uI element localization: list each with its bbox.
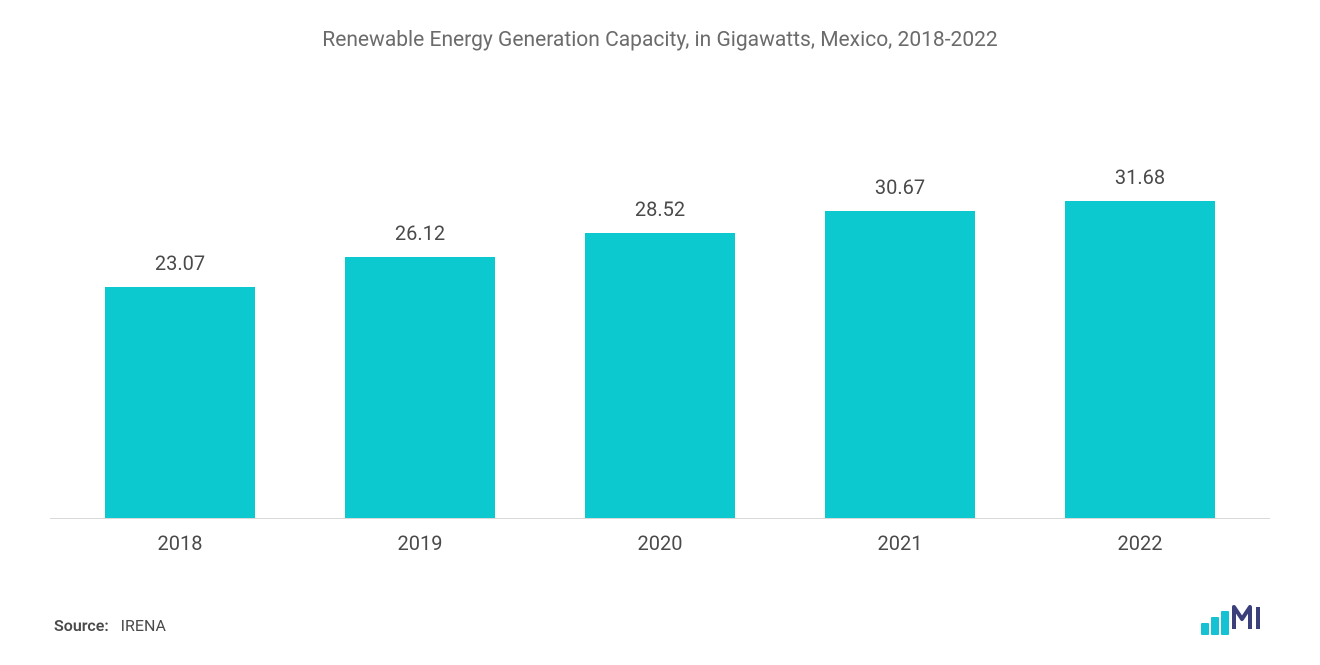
logo-bar-icon — [1211, 617, 1219, 635]
logo-mark-icon — [1232, 605, 1266, 635]
chart-footer: Source: IRENA — [50, 605, 1270, 635]
logo-bars-icon — [1201, 611, 1229, 635]
logo-bar-icon — [1201, 623, 1209, 635]
bar-group: 30.67 — [780, 142, 1020, 518]
bar — [825, 211, 975, 518]
plot-area: 23.07 26.12 28.52 30.67 31.68 — [50, 62, 1270, 519]
source-citation: Source: IRENA — [54, 616, 166, 635]
bar-group: 26.12 — [300, 142, 540, 518]
logo-bar-icon — [1221, 611, 1229, 635]
bar-value-label: 23.07 — [155, 251, 205, 275]
bar — [345, 257, 495, 518]
x-axis-label: 2021 — [780, 531, 1020, 555]
bar-value-label: 26.12 — [395, 221, 445, 245]
bar — [585, 233, 735, 518]
source-value: IRENA — [121, 616, 166, 635]
bar-value-label: 31.68 — [1115, 165, 1165, 189]
x-axis: 20182019202020212022 — [50, 519, 1270, 555]
bar — [105, 287, 255, 518]
source-label: Source: — [54, 616, 109, 635]
x-axis-label: 2019 — [300, 531, 540, 555]
x-axis-label: 2020 — [540, 531, 780, 555]
bar-group: 23.07 — [60, 142, 300, 518]
bar-group: 28.52 — [540, 142, 780, 518]
bar — [1065, 201, 1215, 518]
chart-title: Renewable Energy Generation Capacity, in… — [50, 28, 1270, 52]
x-axis-label: 2018 — [60, 531, 300, 555]
bar-group: 31.68 — [1020, 142, 1260, 518]
chart-container: Renewable Energy Generation Capacity, in… — [0, 0, 1320, 665]
x-axis-label: 2022 — [1020, 531, 1260, 555]
bar-value-label: 30.67 — [875, 175, 925, 199]
bar-value-label: 28.52 — [635, 197, 685, 221]
brand-logo — [1201, 605, 1266, 635]
